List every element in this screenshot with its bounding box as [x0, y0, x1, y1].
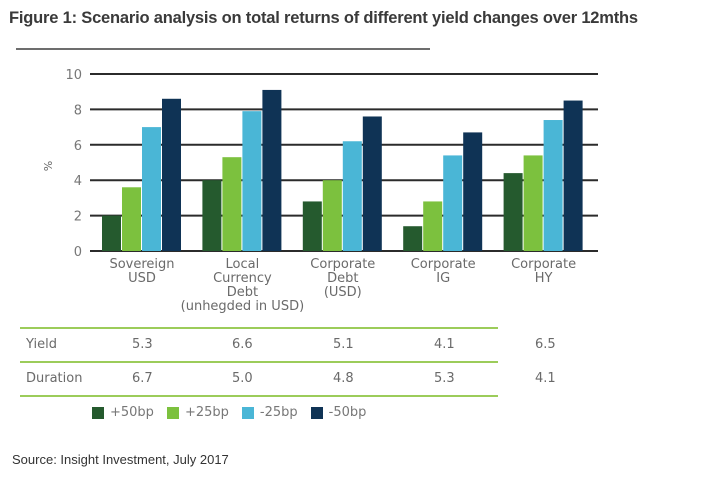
source-note: Source: Insight Investment, July 2017 [12, 452, 229, 467]
y-tick-label: 6 [74, 139, 82, 154]
bar [102, 215, 121, 251]
bar [362, 116, 382, 251]
bar [503, 173, 523, 251]
bar [262, 89, 282, 252]
bar [523, 155, 543, 251]
bar [162, 98, 181, 251]
bar [202, 180, 222, 251]
y-tick-label: 10 [65, 68, 82, 83]
legend-swatch [241, 406, 254, 419]
legend-item: +50bp [92, 405, 154, 420]
bar [342, 141, 362, 251]
cell: 5.0 [232, 371, 253, 386]
cell: 4.1 [535, 371, 556, 386]
bar [463, 132, 483, 251]
top-rule [16, 48, 430, 50]
bar [322, 180, 342, 251]
x-tick-label: Corporate Debt (USD) [310, 257, 375, 300]
bar [403, 226, 423, 251]
legend-swatch [92, 406, 104, 419]
yield-duration-table: Yield 5.3 6.6 5.1 4.1 6.5 Duration 6.7 5… [20, 327, 556, 397]
bar [302, 201, 322, 251]
bar [423, 201, 443, 251]
cell: 6.5 [535, 337, 556, 352]
x-tick-label: Local Currency Debt (unhegded in USD) [181, 257, 305, 314]
y-tick-label: 8 [74, 103, 82, 118]
legend-swatch [310, 406, 323, 419]
cell: 6.7 [132, 371, 153, 386]
bar [563, 100, 583, 251]
legend-item: +25bp [166, 405, 229, 420]
bar [142, 127, 161, 251]
figure-title: Figure 1: Scenario analysis on total ret… [9, 9, 638, 27]
bar [222, 157, 242, 251]
legend-item: -50bp [310, 405, 367, 420]
cell: 6.6 [232, 337, 253, 352]
legend-swatch [166, 406, 179, 419]
table-row-yield: Yield 5.3 6.6 5.1 4.1 6.5 [20, 327, 556, 363]
y-tick-label: 2 [74, 210, 82, 225]
y-axis-label: % [41, 161, 54, 171]
x-tick-label: Sovereign USD [109, 257, 174, 286]
legend-label: +50bp [110, 405, 154, 420]
y-tick-label: 0 [74, 245, 82, 260]
cell: 5.1 [333, 337, 354, 352]
cell: 4.8 [333, 371, 354, 386]
bar [443, 155, 463, 251]
row-label: Duration [26, 371, 83, 386]
cell: 4.1 [434, 337, 455, 352]
legend-label: -50bp [328, 405, 367, 420]
y-axis-ticks: 0 2 4 6 8 10 [65, 68, 82, 260]
cell: 5.3 [132, 337, 153, 352]
table-row-duration: Duration 6.7 5.0 4.8 5.3 4.1 [20, 363, 556, 397]
legend-label: +25bp [184, 405, 229, 420]
bar [543, 120, 563, 252]
legend-item: -25bp [241, 405, 298, 420]
cell: 5.3 [434, 371, 455, 386]
x-tick-label: Corporate IG [411, 257, 476, 286]
x-tick-label: Corporate HY [511, 257, 576, 286]
legend: +50bp +25bp -25bp -50bp [92, 405, 379, 420]
y-tick-label: 4 [74, 174, 82, 189]
bar [242, 111, 262, 251]
row-label: Yield [26, 337, 57, 352]
legend-label: -25bp [259, 405, 298, 420]
bar [122, 187, 141, 251]
bars [102, 89, 583, 252]
